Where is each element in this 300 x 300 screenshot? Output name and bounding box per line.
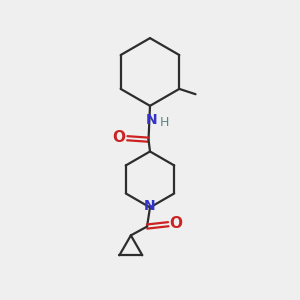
Text: N: N [144, 199, 156, 213]
Text: O: O [170, 216, 183, 231]
Text: O: O [112, 130, 126, 145]
Text: N: N [146, 113, 158, 128]
Text: H: H [159, 116, 169, 129]
